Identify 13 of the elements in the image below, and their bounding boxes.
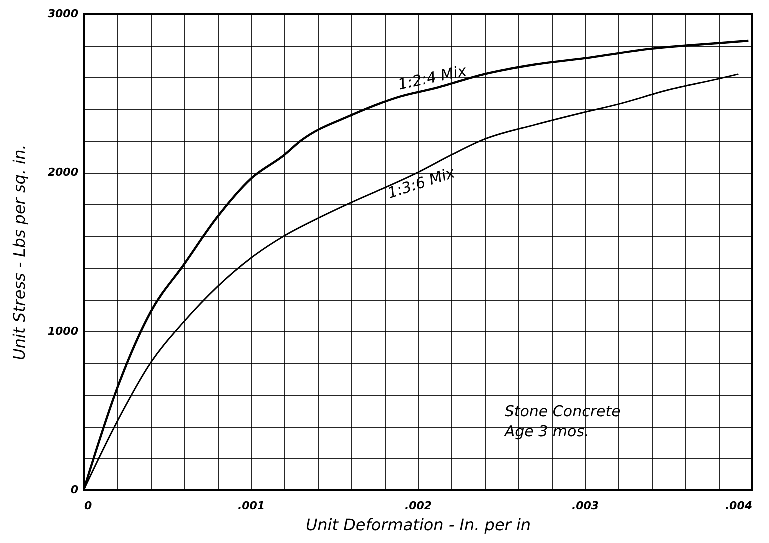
x-tick-label: .003 (572, 500, 600, 512)
y-axis-title: Unit Stress - Lbs per sq. in. (10, 144, 29, 360)
x-tick-label: .001 (238, 500, 266, 512)
x-tick-label: .002 (404, 500, 432, 512)
x-tick-label: .004 (725, 500, 752, 512)
y-tick-label: 1000 (48, 324, 79, 338)
text: 1:2:4 Mix (396, 62, 468, 94)
x-axis-title: Unit Deformation - In. per in (306, 516, 532, 534)
x-tick-label: 0 (84, 500, 92, 512)
y-tick-label: 3000 (48, 8, 79, 20)
y-tick-label: 0 (70, 484, 79, 496)
y-tick-label: 2000 (48, 166, 79, 180)
text: 1:3:6 Mix (386, 164, 458, 202)
